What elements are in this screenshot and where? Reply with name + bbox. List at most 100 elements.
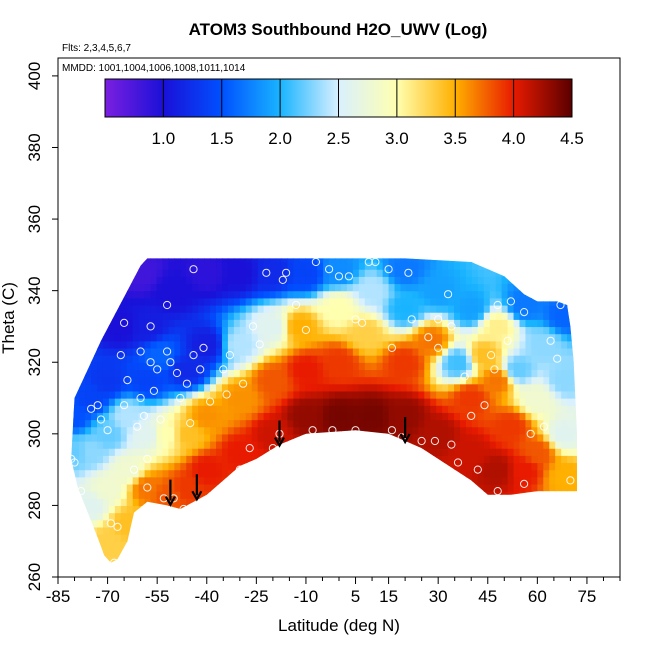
heatmap-cell bbox=[364, 462, 372, 471]
heatmap-cell bbox=[287, 555, 294, 563]
heatmap-cell bbox=[120, 269, 128, 277]
heatmap-cell bbox=[489, 440, 497, 449]
heatmap-cell bbox=[489, 462, 497, 471]
heatmap-cell bbox=[168, 548, 175, 557]
heatmap-cell bbox=[358, 297, 366, 306]
heatmap-cell bbox=[275, 283, 283, 292]
heatmap-cell bbox=[85, 390, 92, 399]
heatmap-cell bbox=[299, 347, 306, 356]
heatmap-cell bbox=[126, 412, 134, 421]
heatmap-cell bbox=[400, 412, 408, 421]
sample-point bbox=[209, 490, 218, 499]
heatmap-cell bbox=[478, 570, 485, 578]
heatmap-cell bbox=[501, 347, 509, 356]
heatmap-cell bbox=[358, 283, 366, 292]
heatmap-cell bbox=[454, 355, 461, 363]
heatmap-cell bbox=[91, 398, 98, 406]
heatmap-cell bbox=[489, 548, 497, 557]
heatmap-cell bbox=[204, 570, 211, 578]
heatmap-cell bbox=[210, 570, 217, 578]
heatmap-cell bbox=[549, 476, 556, 485]
heatmap-cell bbox=[388, 297, 396, 306]
heatmap-cell bbox=[376, 333, 384, 342]
heatmap-cell bbox=[180, 405, 187, 413]
sample-point bbox=[553, 354, 562, 363]
heatmap-cell bbox=[114, 498, 122, 507]
heatmap-cell bbox=[448, 248, 455, 256]
heatmap-cell bbox=[561, 440, 568, 449]
heatmap-cell bbox=[162, 398, 170, 406]
heatmap-cell bbox=[477, 469, 485, 478]
heatmap-cell bbox=[186, 562, 193, 563]
sample-point bbox=[199, 343, 208, 352]
heatmap-cell bbox=[210, 362, 217, 370]
heatmap-cell bbox=[436, 355, 443, 363]
heatmap-cell bbox=[400, 541, 408, 549]
heatmap-cell bbox=[138, 297, 146, 306]
heatmap-cell bbox=[424, 412, 431, 421]
heatmap-cell bbox=[299, 505, 306, 514]
heatmap-cell bbox=[281, 526, 289, 535]
heatmap-cell bbox=[102, 398, 110, 406]
heatmap-cell bbox=[483, 398, 491, 406]
heatmap-cell bbox=[329, 512, 336, 521]
heatmap-cell bbox=[150, 541, 158, 549]
heatmap-cell bbox=[442, 541, 449, 549]
heatmap-cell bbox=[210, 290, 217, 299]
heatmap-cell bbox=[555, 276, 562, 285]
sample-point bbox=[146, 358, 155, 367]
heatmap-cell bbox=[329, 262, 336, 270]
heatmap-cell bbox=[340, 312, 348, 320]
heatmap-cell bbox=[400, 262, 408, 270]
heatmap-cell bbox=[162, 433, 170, 442]
heatmap-cell bbox=[61, 262, 68, 270]
heatmap-cell bbox=[263, 562, 271, 563]
heatmap-cell bbox=[335, 483, 342, 492]
heatmap-cell bbox=[204, 519, 211, 528]
heatmap-cell bbox=[483, 519, 491, 528]
heatmap-cell bbox=[287, 419, 294, 428]
heatmap-cell bbox=[221, 412, 229, 421]
heatmap-cell bbox=[263, 283, 271, 292]
heatmap-cell bbox=[221, 347, 229, 356]
heatmap-cell bbox=[406, 258, 413, 263]
heatmap-cell bbox=[132, 290, 140, 299]
heatmap-cell bbox=[329, 476, 336, 485]
heatmap-cell bbox=[388, 312, 396, 320]
heatmap-cell bbox=[281, 426, 289, 435]
heatmap-cell bbox=[561, 405, 568, 413]
heatmap-cell bbox=[97, 433, 104, 442]
heatmap-cell bbox=[513, 347, 521, 356]
heatmap-cell bbox=[406, 476, 413, 485]
heatmap-cell bbox=[561, 462, 568, 471]
heatmap-cell bbox=[210, 347, 217, 356]
heatmap-cell bbox=[91, 419, 98, 428]
heatmap-cell bbox=[126, 390, 134, 399]
heatmap-cell bbox=[85, 512, 92, 521]
heatmap-cell bbox=[376, 376, 384, 385]
heatmap-cell bbox=[573, 555, 577, 563]
heatmap-cell bbox=[73, 519, 80, 528]
heatmap-cell bbox=[156, 469, 164, 478]
heatmap-cell bbox=[227, 534, 235, 542]
heatmap-cell bbox=[186, 426, 193, 435]
heatmap-cell bbox=[543, 355, 550, 363]
heatmap-cell bbox=[108, 405, 116, 413]
heatmap-cell bbox=[483, 483, 491, 492]
heatmap-cell bbox=[102, 426, 110, 435]
heatmap-cell bbox=[329, 362, 336, 370]
heatmap-cell bbox=[263, 333, 271, 342]
heatmap-cell bbox=[299, 426, 306, 435]
heatmap-cell bbox=[293, 469, 300, 478]
heatmap-cell bbox=[281, 258, 289, 263]
heatmap-cell bbox=[132, 483, 140, 492]
sample-point bbox=[487, 351, 496, 360]
heatmap-cell bbox=[293, 498, 300, 507]
heatmap-cell bbox=[210, 469, 217, 478]
heatmap-cell bbox=[85, 297, 92, 306]
heatmap-cell bbox=[454, 426, 461, 435]
heatmap-cell bbox=[549, 369, 556, 378]
heatmap-cell bbox=[239, 297, 247, 306]
heatmap-cell bbox=[567, 498, 574, 507]
heatmap-cell bbox=[352, 541, 360, 549]
